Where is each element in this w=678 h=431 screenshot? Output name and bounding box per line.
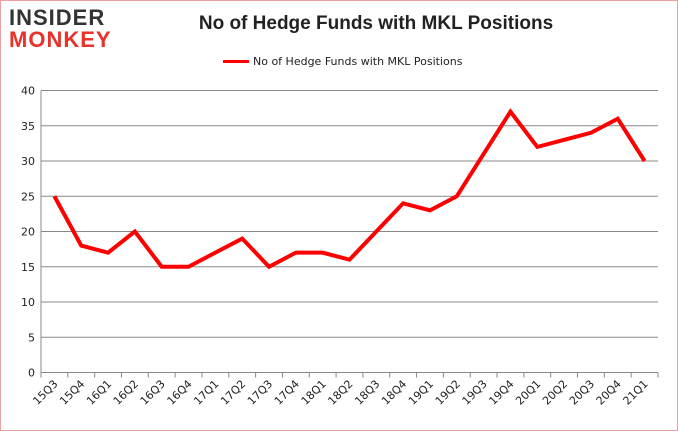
y-tick-label: 35 <box>21 120 35 133</box>
x-tick-label: 20Q4 <box>594 377 624 407</box>
series-line <box>52 108 647 270</box>
x-tick-label: 20Q3 <box>567 377 597 407</box>
y-tick-label: 10 <box>21 296 35 309</box>
y-tick-label: 40 <box>21 85 35 98</box>
x-tick-label: 18Q1 <box>299 377 329 407</box>
x-tick-label: 19Q1 <box>406 377 436 407</box>
insider-monkey-logo: INSIDER MONKEY <box>9 7 112 51</box>
x-tick-label: 19Q2 <box>433 377 463 407</box>
x-tick-label: 15Q3 <box>30 377 60 407</box>
x-tick-label: 16Q1 <box>84 377 114 407</box>
x-tick-label: 17Q2 <box>218 377 248 407</box>
x-tick-label: 16Q4 <box>165 377 195 407</box>
logo-line1: INSIDER <box>9 5 106 30</box>
x-tick-label: 18Q2 <box>325 377 355 407</box>
y-tick-label: 20 <box>21 226 35 239</box>
x-tick-label: 21Q1 <box>621 377 651 407</box>
y-tick-label: 15 <box>21 261 35 274</box>
x-tick-label: 19Q3 <box>460 377 490 407</box>
x-tick-label: 18Q3 <box>352 377 382 407</box>
y-tick-label: 25 <box>21 190 35 203</box>
y-tick-label: 5 <box>28 331 35 344</box>
x-tick-label: 17Q4 <box>272 377 302 407</box>
x-tick-label: 18Q4 <box>379 377 409 407</box>
x-tick-label: 20Q1 <box>513 377 543 407</box>
x-tick-label: 17Q3 <box>245 377 275 407</box>
y-tick-label: 30 <box>21 155 35 168</box>
x-tick-label: 15Q4 <box>57 377 87 407</box>
chart-title: No of Hedge Funds with MKL Positions <box>198 13 554 34</box>
y-tick-label: 0 <box>28 367 35 380</box>
legend-swatch <box>223 60 249 63</box>
x-tick-label: 16Q3 <box>138 377 168 407</box>
x-tick-label: 20Q2 <box>540 377 570 407</box>
x-tick-label: 16Q2 <box>111 377 141 407</box>
legend-label: No of Hedge Funds with MKL Positions <box>253 55 463 68</box>
logo-line2: MONKEY <box>9 27 112 52</box>
x-tick-label: 19Q4 <box>486 377 516 407</box>
legend: No of Hedge Funds with MKL Positions <box>223 55 462 68</box>
x-tick-label: 17Q1 <box>191 377 221 407</box>
